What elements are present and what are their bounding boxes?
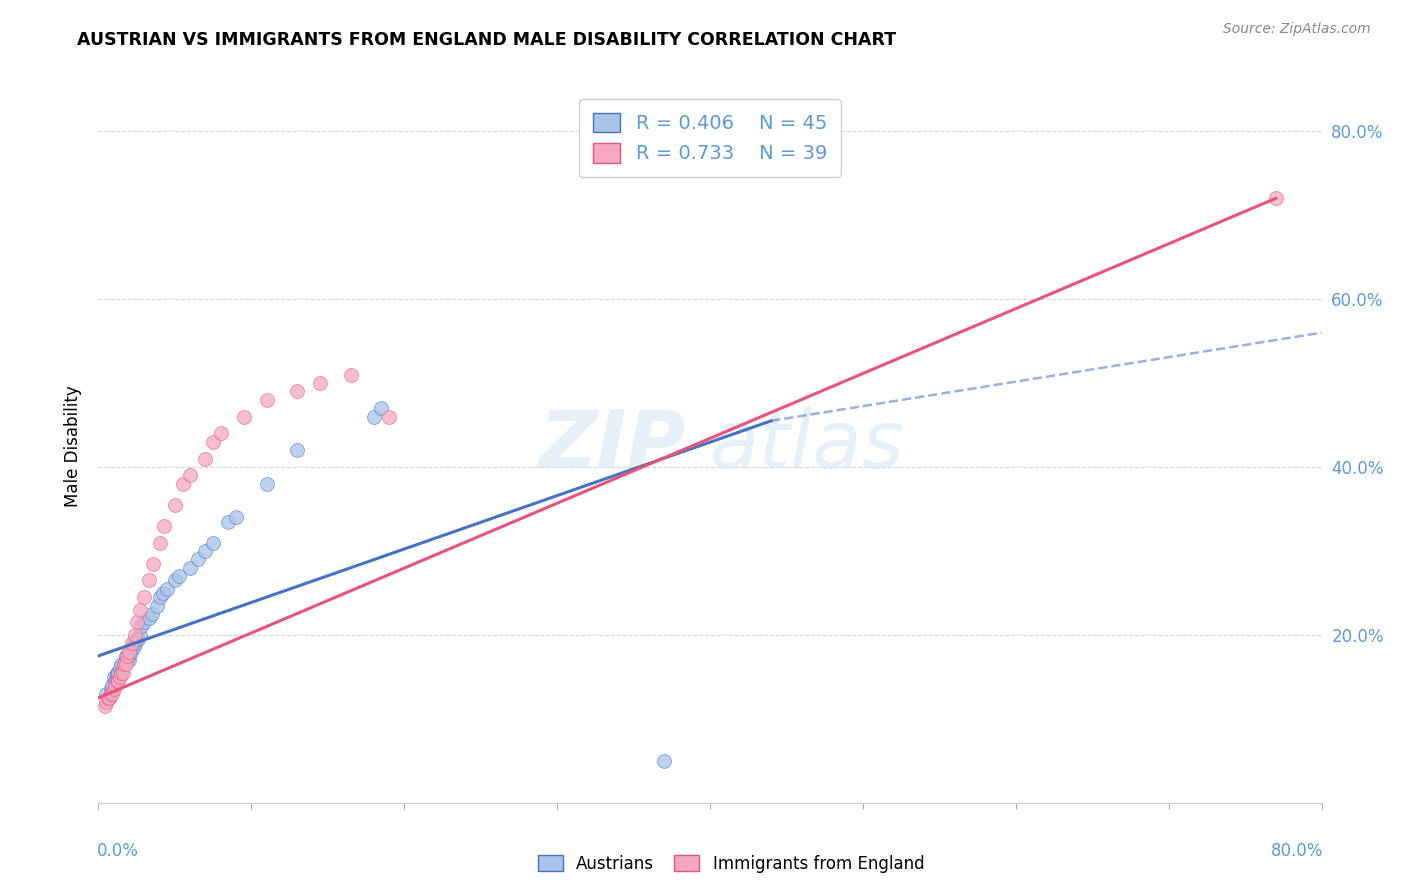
Point [124, 636, 146, 650]
Point [118, 645, 141, 659]
Point [128, 603, 150, 617]
Point [122, 640, 145, 655]
Point [117, 648, 139, 663]
Point [110, 665, 132, 680]
Point [103, 670, 125, 684]
Point [138, 574, 160, 588]
Point [94, 687, 117, 701]
Point [93, 699, 115, 714]
Point [128, 628, 150, 642]
Text: Source: ZipAtlas.com: Source: ZipAtlas.com [1223, 22, 1371, 37]
Point [225, 510, 247, 524]
Point [134, 615, 156, 630]
Point [107, 665, 129, 680]
Text: 80.0%: 80.0% [1271, 842, 1323, 860]
Point [101, 678, 124, 692]
Point [172, 476, 194, 491]
Point [163, 574, 186, 588]
Point [94, 695, 117, 709]
Point [138, 611, 160, 625]
Point [163, 498, 186, 512]
Point [202, 434, 225, 449]
Point [202, 535, 225, 549]
Point [149, 535, 172, 549]
Point [363, 409, 385, 424]
Point [153, 518, 176, 533]
Point [112, 657, 135, 672]
Point [125, 632, 148, 646]
Point [194, 451, 217, 466]
Point [232, 409, 254, 424]
Point [104, 674, 127, 689]
Point [110, 665, 132, 680]
Point [107, 674, 129, 689]
Text: AUSTRIAN VS IMMIGRANTS FROM ENGLAND MALE DISABILITY CORRELATION CHART: AUSTRIAN VS IMMIGRANTS FROM ENGLAND MALE… [77, 31, 897, 49]
Point [111, 665, 134, 680]
Point [118, 653, 141, 667]
Point [105, 665, 128, 680]
Point [370, 401, 392, 416]
Point [129, 619, 152, 633]
Point [179, 468, 201, 483]
Point [118, 648, 141, 663]
Point [125, 615, 148, 630]
Point [285, 384, 308, 399]
Point [112, 657, 135, 672]
Point [309, 376, 332, 390]
Point [101, 687, 124, 701]
Text: atlas: atlas [710, 407, 905, 485]
Point [100, 682, 122, 697]
Point [121, 636, 143, 650]
Point [285, 443, 308, 458]
Point [115, 657, 138, 672]
Legend: Austrians, Immigrants from England: Austrians, Immigrants from England [531, 848, 931, 880]
Point [217, 515, 239, 529]
Point [108, 661, 131, 675]
Point [256, 476, 278, 491]
Point [145, 599, 167, 613]
Point [97, 690, 120, 705]
Point [124, 628, 146, 642]
Point [256, 392, 278, 407]
Text: ZIP: ZIP [538, 407, 686, 485]
Point [179, 560, 201, 574]
Point [134, 590, 156, 604]
Point [98, 690, 121, 705]
Point [105, 674, 128, 689]
Point [98, 690, 121, 705]
Point [149, 590, 172, 604]
Point [141, 607, 163, 621]
Point [652, 754, 675, 768]
Point [187, 552, 209, 566]
Point [152, 586, 174, 600]
Point [108, 670, 131, 684]
Point [105, 670, 128, 684]
Point [209, 426, 232, 441]
Text: 0.0%: 0.0% [97, 842, 139, 860]
Point [127, 632, 149, 646]
Point [156, 582, 179, 596]
Point [104, 678, 127, 692]
Point [103, 682, 125, 697]
Point [110, 657, 132, 672]
Y-axis label: Male Disability: Male Disability [63, 385, 82, 507]
Point [194, 544, 217, 558]
Point [1264, 191, 1286, 205]
Point [378, 409, 401, 424]
Point [100, 687, 122, 701]
Legend: R = 0.406    N = 45, R = 0.733    N = 39: R = 0.406 N = 45, R = 0.733 N = 39 [579, 99, 841, 177]
Point [121, 640, 143, 655]
Point [120, 645, 142, 659]
Point [115, 653, 138, 667]
Point [142, 557, 165, 571]
Point [115, 648, 138, 663]
Point [169, 569, 191, 583]
Point [339, 368, 361, 382]
